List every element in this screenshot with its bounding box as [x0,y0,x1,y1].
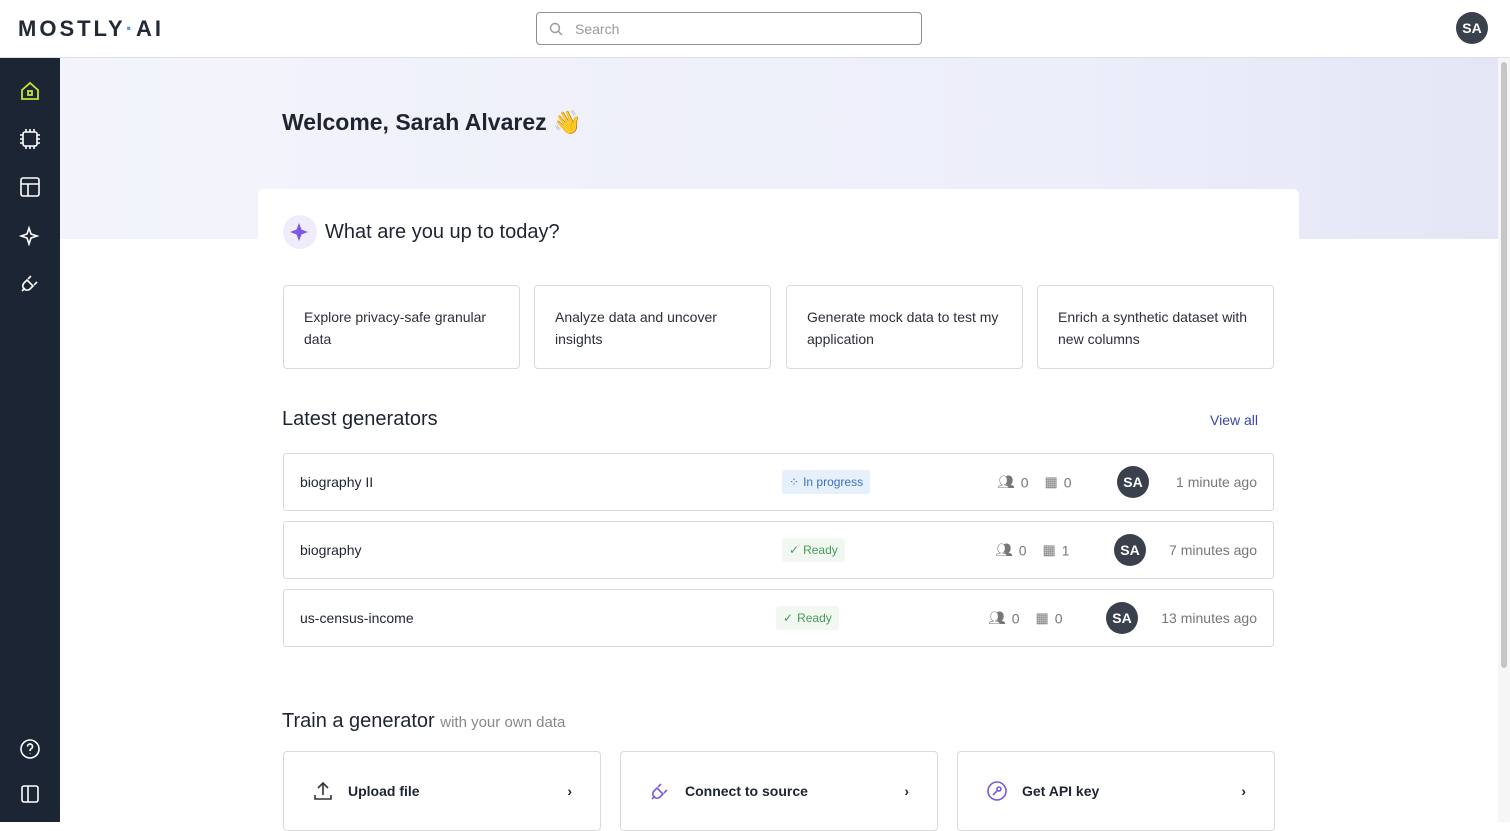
counts: 👥︎ 0 ▦ 1 [995,542,1070,559]
action-label: Upload file [348,783,420,799]
status-text: Ready [803,543,838,557]
timestamp: 13 minutes ago [1161,610,1257,626]
upload-file-button[interactable]: Upload file › [283,751,601,831]
action-label: Connect to source [685,783,808,799]
owner-avatar: SA [1117,466,1149,498]
home-icon[interactable] [18,79,42,103]
scrollbar[interactable] [1498,58,1510,822]
welcome-heading: Welcome, Sarah Alvarez 👋 [282,109,582,135]
sparkle-icon [283,215,317,249]
status-badge: ⁘ In progress [782,470,871,494]
check-icon: ✓ [783,611,794,625]
generator-name[interactable]: biography [300,542,362,558]
owner-avatar: SA [1114,534,1146,566]
sparkle-icon[interactable] [18,223,42,247]
chevron-right-icon: › [904,783,909,799]
prompt-title: What are you up to today? [283,215,560,249]
counts: 👥︎ 0 ▦ 0 [988,610,1063,627]
status-text: Ready [797,611,832,625]
users-count: 0 [1020,474,1029,490]
generators-icon[interactable] [18,127,42,151]
tables-count: 0 [1063,474,1072,490]
search-icon [549,22,563,35]
table-icon: ▦ [1044,473,1058,490]
prompt-title-text: What are you up to today? [325,220,560,243]
users-icon: 👥︎ [988,609,1006,626]
latest-generators-heading: Latest generators [282,408,438,430]
tables-count: 1 [1061,542,1070,558]
user-avatar[interactable]: SA [1456,12,1488,44]
view-all-link[interactable]: View all [1210,412,1258,428]
upload-icon [314,781,332,800]
chevron-right-icon: › [1241,783,1246,799]
table-icon: ▦ [1042,541,1056,558]
search-input[interactable]: Search [536,12,922,45]
prompt-card[interactable]: Analyze data and uncover insights [534,285,771,369]
prompt-card[interactable]: Enrich a synthetic dataset with new colu… [1037,285,1274,369]
train-subtitle: with your own data [440,714,566,731]
spinner-icon: ⁘ [789,475,800,489]
counts: 👥︎ 0 ▦ 0 [997,474,1072,491]
users-count: 0 [1011,610,1020,626]
generator-name[interactable]: us-census-income [300,610,414,626]
table-row[interactable]: biography II ⁘ In progress 👥︎ 0 ▦ 0 SA 1 mi… [283,453,1274,511]
tables-count: 0 [1054,610,1063,626]
owner-avatar: SA [1106,602,1138,634]
train-heading: Train a generator with your own data [282,710,565,733]
table-icon: ▦ [1035,609,1049,626]
plug-icon [651,783,668,800]
status-text: In progress [803,475,864,489]
collapse-sidebar-icon[interactable] [18,782,42,806]
help-icon[interactable] [18,737,42,761]
table-row[interactable]: biography ✓ Ready 👥︎ 0 ▦ 1 SA 7 minutes ago [283,521,1274,579]
top-bar: MOSTLY·AI Search SA [0,0,1510,58]
get-api-key-button[interactable]: Get API key › [957,751,1275,831]
table-row[interactable]: us-census-income ✓ Ready 👥︎ 0 ▦ 0 SA 13 min… [283,589,1274,647]
action-label: Get API key [1022,783,1100,799]
check-icon: ✓ [789,543,800,557]
users-icon: 👥︎ [995,541,1013,558]
plug-icon[interactable] [18,271,42,295]
train-title: Train a generator [282,710,435,732]
users-icon: 👥︎ [997,473,1015,490]
datasets-icon[interactable] [18,175,42,199]
prompt-panel [258,189,1299,249]
search-placeholder: Search [575,20,620,37]
status-badge: ✓ Ready [782,538,845,562]
chevron-right-icon: › [567,783,572,799]
key-icon [987,781,1007,801]
users-count: 0 [1018,542,1027,558]
prompt-card[interactable]: Generate mock data to test my applicatio… [786,285,1023,369]
timestamp: 1 minute ago [1176,474,1257,490]
generator-name[interactable]: biography II [300,474,374,490]
prompt-card[interactable]: Explore privacy-safe granular data [283,285,520,369]
connect-source-button[interactable]: Connect to source › [620,751,938,831]
sidebar [0,58,60,822]
timestamp: 7 minutes ago [1169,542,1257,558]
status-badge: ✓ Ready [776,606,839,630]
logo[interactable]: MOSTLY·AI [18,16,164,41]
